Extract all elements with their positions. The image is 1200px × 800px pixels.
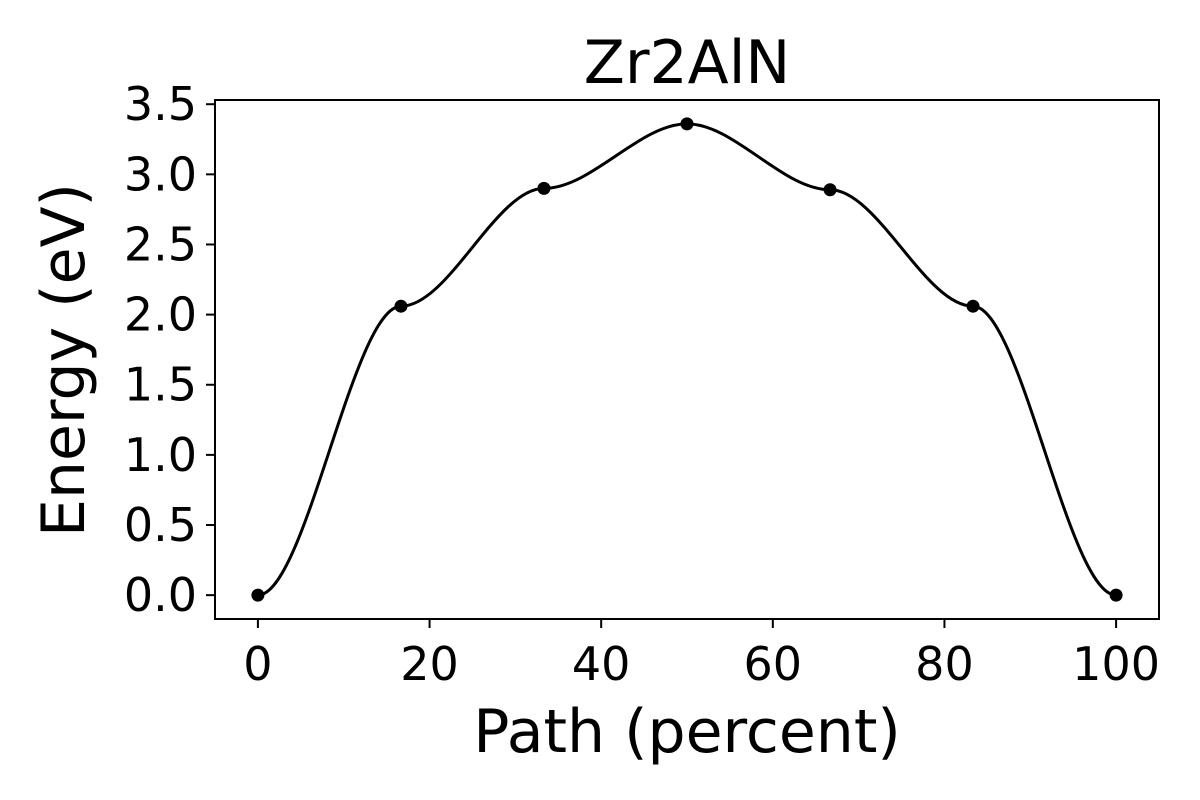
y-axis: 0.0 0.5 1.0 1.5 2.0 2.5 3.0 3.5 bbox=[124, 77, 215, 622]
curve-layer bbox=[257, 122, 1117, 597]
x-tick-label: 40 bbox=[572, 637, 631, 691]
y-tick-label: 1.5 bbox=[124, 358, 197, 412]
data-point bbox=[251, 588, 265, 602]
x-tick-label: 20 bbox=[400, 637, 459, 691]
y-axis-label: Energy (eV) bbox=[29, 183, 99, 537]
data-point bbox=[680, 117, 694, 131]
x-axis: 0 20 40 60 80 100 bbox=[243, 619, 1160, 691]
y-tick-label: 1.0 bbox=[124, 428, 197, 482]
data-point bbox=[823, 183, 837, 197]
plot-area bbox=[214, 99, 1160, 620]
x-tick-label: 0 bbox=[243, 637, 272, 691]
y-tick-label: 3.0 bbox=[124, 147, 197, 201]
y-tick-label: 2.5 bbox=[124, 217, 197, 271]
x-tick-label: 80 bbox=[915, 637, 974, 691]
y-tick-label: 2.0 bbox=[124, 288, 197, 342]
y-tick-label: 0.0 bbox=[124, 568, 197, 622]
x-axis-label: Path (percent) bbox=[473, 697, 901, 767]
chart-title: Zr2AlN bbox=[584, 28, 791, 98]
y-tick-label: 0.5 bbox=[124, 498, 197, 552]
x-tick-label: 100 bbox=[1072, 637, 1160, 691]
data-point bbox=[1109, 588, 1123, 602]
data-point bbox=[394, 299, 408, 313]
data-point bbox=[537, 181, 551, 195]
y-tick-label: 3.5 bbox=[124, 77, 197, 131]
data-point bbox=[966, 299, 980, 313]
series-line bbox=[257, 122, 1117, 597]
points-layer bbox=[251, 117, 1123, 602]
x-tick-label: 60 bbox=[744, 637, 803, 691]
axes-frame bbox=[214, 99, 1160, 620]
